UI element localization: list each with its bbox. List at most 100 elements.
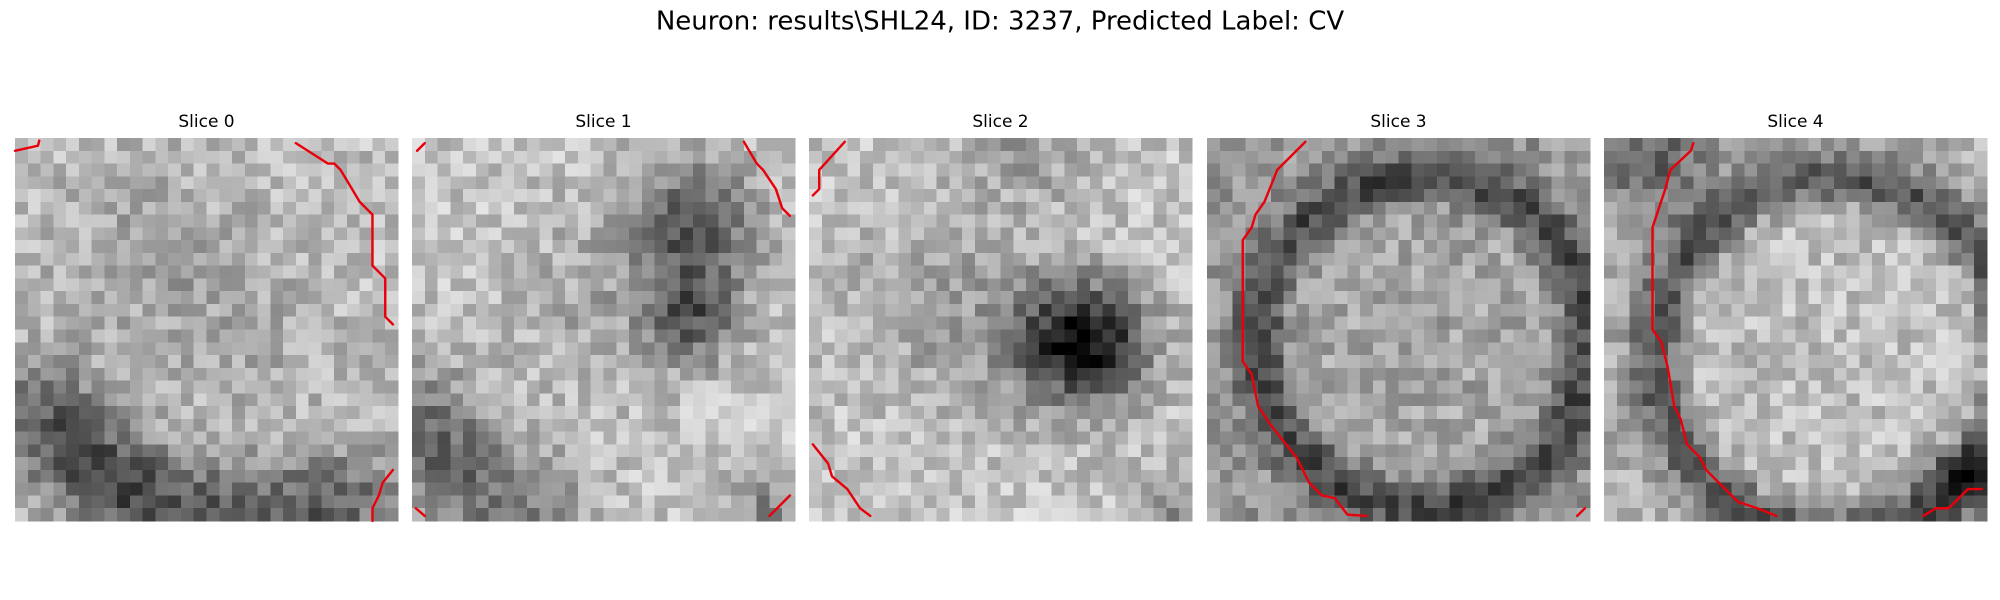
pixel	[117, 214, 131, 228]
pixel	[911, 252, 925, 267]
pixel	[1757, 150, 1771, 165]
pixel	[834, 265, 848, 280]
contour	[1651, 141, 1778, 518]
pixel	[872, 444, 887, 458]
pixel	[488, 482, 502, 497]
pixel	[1744, 316, 1758, 331]
pixel	[705, 431, 719, 445]
pixel	[692, 176, 707, 190]
pixel	[1321, 227, 1336, 241]
pixel	[346, 508, 361, 522]
pixel	[1270, 418, 1285, 433]
pixel	[1872, 482, 1886, 497]
pixel	[1744, 240, 1758, 254]
pixel	[872, 342, 887, 356]
pixel	[731, 201, 745, 216]
pixel	[577, 214, 592, 228]
pixel	[590, 457, 605, 471]
pixel	[488, 240, 502, 254]
pixel	[526, 406, 541, 420]
pixel	[1872, 163, 1886, 177]
pixel	[1948, 508, 1963, 522]
pixel	[1038, 406, 1053, 420]
pixel	[987, 240, 1002, 254]
pixel	[437, 495, 451, 509]
pixel	[1923, 150, 1937, 165]
pixel	[654, 252, 668, 267]
pixel	[488, 444, 502, 458]
pixel	[526, 278, 541, 292]
pixel	[1038, 303, 1053, 318]
pixel	[1795, 444, 1809, 458]
pixel	[936, 291, 951, 305]
pixel	[1846, 431, 1860, 445]
pixel	[501, 316, 515, 331]
pixel	[936, 265, 951, 280]
pixel	[1026, 227, 1040, 241]
pixel	[1910, 495, 1924, 509]
pixel	[552, 444, 566, 458]
pixel	[1309, 316, 1323, 331]
pixel	[1296, 163, 1310, 177]
pixel	[104, 240, 118, 254]
pixel	[1604, 469, 1618, 484]
pixel	[821, 508, 836, 522]
pixel	[1140, 291, 1155, 305]
pixel	[809, 150, 823, 165]
pixel	[129, 150, 144, 165]
pixel	[1179, 431, 1193, 445]
pixel	[1372, 406, 1387, 420]
pixel	[1846, 252, 1860, 267]
pixel	[1334, 380, 1349, 394]
pixel	[1718, 431, 1733, 445]
pixel	[680, 329, 694, 343]
pixel	[603, 316, 617, 331]
pixel	[603, 201, 617, 216]
pixel	[1974, 189, 1988, 203]
pixel	[923, 329, 938, 343]
pixel	[53, 227, 67, 241]
pixel	[1245, 303, 1259, 318]
pixel	[308, 240, 322, 254]
pixel	[1564, 227, 1578, 241]
pixel	[104, 508, 118, 522]
pixel	[885, 418, 899, 433]
pixel	[1782, 508, 1797, 522]
pixel	[809, 457, 823, 471]
pixel	[53, 444, 67, 458]
pixel	[847, 406, 861, 420]
pixel	[1360, 189, 1374, 203]
pixel	[962, 380, 976, 394]
pixel	[1270, 265, 1285, 280]
pixel	[1347, 418, 1361, 433]
pixel	[629, 469, 643, 484]
pixel	[1655, 508, 1669, 522]
pixel	[1961, 201, 1975, 216]
pixel	[641, 418, 656, 433]
pixel	[654, 406, 668, 420]
pixel	[1500, 252, 1514, 267]
pixel	[1207, 469, 1221, 484]
pixel	[641, 355, 656, 369]
pixel	[860, 355, 874, 369]
pixel	[1526, 252, 1540, 267]
pixel	[1782, 278, 1797, 292]
pixel	[1245, 482, 1259, 497]
pixel	[1411, 252, 1425, 267]
pixel	[1487, 495, 1502, 509]
pixel	[321, 163, 335, 177]
pixel	[590, 278, 605, 292]
pixel	[283, 329, 297, 343]
pixel	[654, 367, 668, 382]
pixel	[1897, 406, 1911, 420]
pixel	[923, 444, 938, 458]
pixel	[949, 150, 963, 165]
pixel	[1115, 508, 1129, 522]
pixel	[66, 380, 80, 394]
pixel	[654, 482, 668, 497]
pixel	[91, 406, 105, 420]
pixel	[731, 457, 745, 471]
pixel	[718, 303, 732, 318]
pixel	[1808, 508, 1822, 522]
pixel	[743, 278, 758, 292]
